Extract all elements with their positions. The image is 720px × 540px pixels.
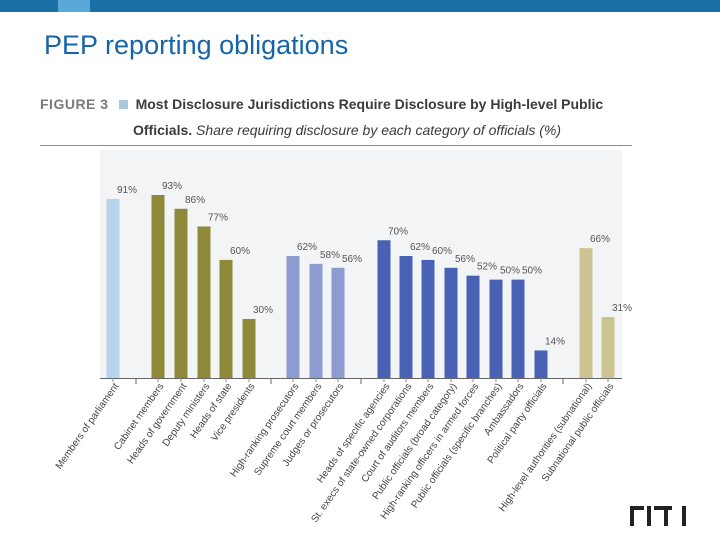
- bar-value-label: 30%: [253, 305, 273, 316]
- figure-rule: [40, 145, 632, 146]
- bar-value-label: 58%: [320, 250, 340, 261]
- top-accent-highlight: [58, 0, 90, 12]
- bar-value-label: 52%: [477, 262, 497, 273]
- bar: [534, 350, 548, 378]
- bar-value-label: 66%: [590, 234, 610, 245]
- bar-value-label: 60%: [230, 246, 250, 257]
- bar: [174, 208, 188, 378]
- figure-header: FIGURE 3 Most Disclosure Jurisdictions Re…: [40, 91, 632, 143]
- bar: [219, 259, 233, 378]
- bar: [444, 267, 458, 378]
- bar: [421, 259, 435, 378]
- bar-value-label: 56%: [342, 254, 362, 265]
- figure-title-officials: Officials.: [133, 122, 193, 138]
- bar-value-label: 77%: [208, 212, 228, 223]
- bar: [242, 318, 256, 378]
- eiti-logo: [630, 506, 686, 526]
- bar-value-label: 62%: [297, 242, 317, 253]
- bar: [106, 198, 120, 378]
- bar-value-label: 56%: [455, 254, 475, 265]
- bar-value-label: 14%: [545, 336, 565, 347]
- figure-marker-icon: [118, 100, 128, 109]
- figure-title: Most Disclosure Jurisdictions Require Di…: [135, 96, 604, 112]
- bar: [309, 263, 323, 378]
- bar: [399, 256, 413, 378]
- bar-value-label: 50%: [500, 266, 520, 277]
- bar: [377, 240, 391, 378]
- bar: [286, 256, 300, 378]
- bar-value-label: 60%: [432, 246, 452, 257]
- top-accent-bar: [0, 0, 720, 12]
- bar-value-label: 91%: [117, 185, 137, 196]
- bar: [511, 279, 525, 378]
- bar: [151, 195, 165, 378]
- bar: [579, 248, 593, 378]
- bar-value-label: 93%: [162, 181, 182, 192]
- figure-label: FIGURE 3: [40, 96, 109, 112]
- bar: [197, 226, 211, 378]
- slide-title: PEP reporting obligations: [44, 30, 349, 60]
- figure-title-line1: FIGURE 3 Most Disclosure Jurisdictions Re…: [40, 91, 632, 117]
- bar-value-label: 86%: [185, 195, 205, 206]
- bar: [466, 275, 480, 378]
- figure-subtitle: Share requiring disclosure by each categ…: [192, 122, 561, 138]
- bar-value-label: 31%: [612, 303, 632, 314]
- bar-value-label: 62%: [410, 242, 430, 253]
- x-tick-label: Members of parliament: [54, 381, 122, 471]
- bar: [601, 317, 615, 378]
- bar-value-label: 50%: [522, 266, 542, 277]
- bar-value-label: 70%: [388, 226, 408, 237]
- figure-title-line2: Officials. Share requiring disclosure by…: [40, 117, 632, 143]
- bar: [331, 267, 345, 378]
- bar: [489, 279, 503, 378]
